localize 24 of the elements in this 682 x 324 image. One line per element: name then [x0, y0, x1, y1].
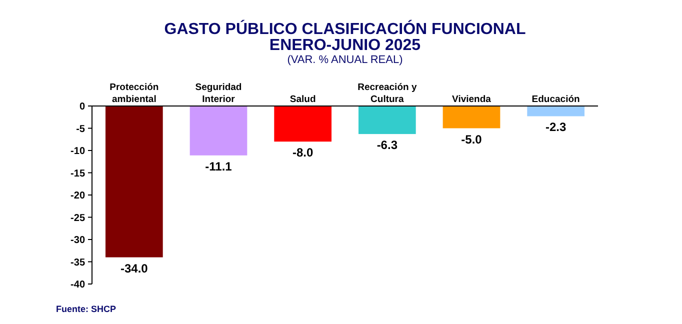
y-tick-label: -25	[70, 212, 86, 224]
y-tick-label: -15	[70, 168, 86, 180]
y-tick-label: -30	[70, 235, 86, 246]
y-tick-label: -40	[70, 280, 86, 290]
x-tick-label: Protección ambiental	[110, 82, 159, 105]
data-label: -6.3	[376, 138, 398, 152]
x-tick-label: Salud	[290, 94, 316, 105]
data-label: -2.3	[545, 120, 566, 134]
y-tick-label: -5	[76, 124, 86, 135]
x-tick-label: Educación	[532, 94, 580, 105]
data-label: -34.0	[120, 261, 148, 276]
x-tick-label: Recreación y Cultura	[358, 82, 418, 105]
chart-title: GASTO PÚBLICO CLASIFICACIÓN FUNCIONAL ENERO-JUNIO 2025	[164, 19, 526, 54]
y-tick-label: 0	[79, 102, 86, 112]
data-label: -5.0	[461, 132, 482, 146]
chart-subtitle: (VAR. % ANUAL REAL)	[287, 54, 403, 66]
y-tick-label: -10	[70, 146, 86, 157]
x-tick-label: Seguridad Interior	[195, 82, 242, 105]
data-label: -8.0	[292, 146, 314, 160]
data-label: -11.1	[205, 159, 232, 174]
x-tick-label: Vivienda	[452, 94, 492, 105]
source-note: Fuente: SHCP	[56, 304, 116, 314]
y-tick-label: -35	[70, 257, 86, 268]
y-tick-label: -20	[70, 190, 86, 202]
